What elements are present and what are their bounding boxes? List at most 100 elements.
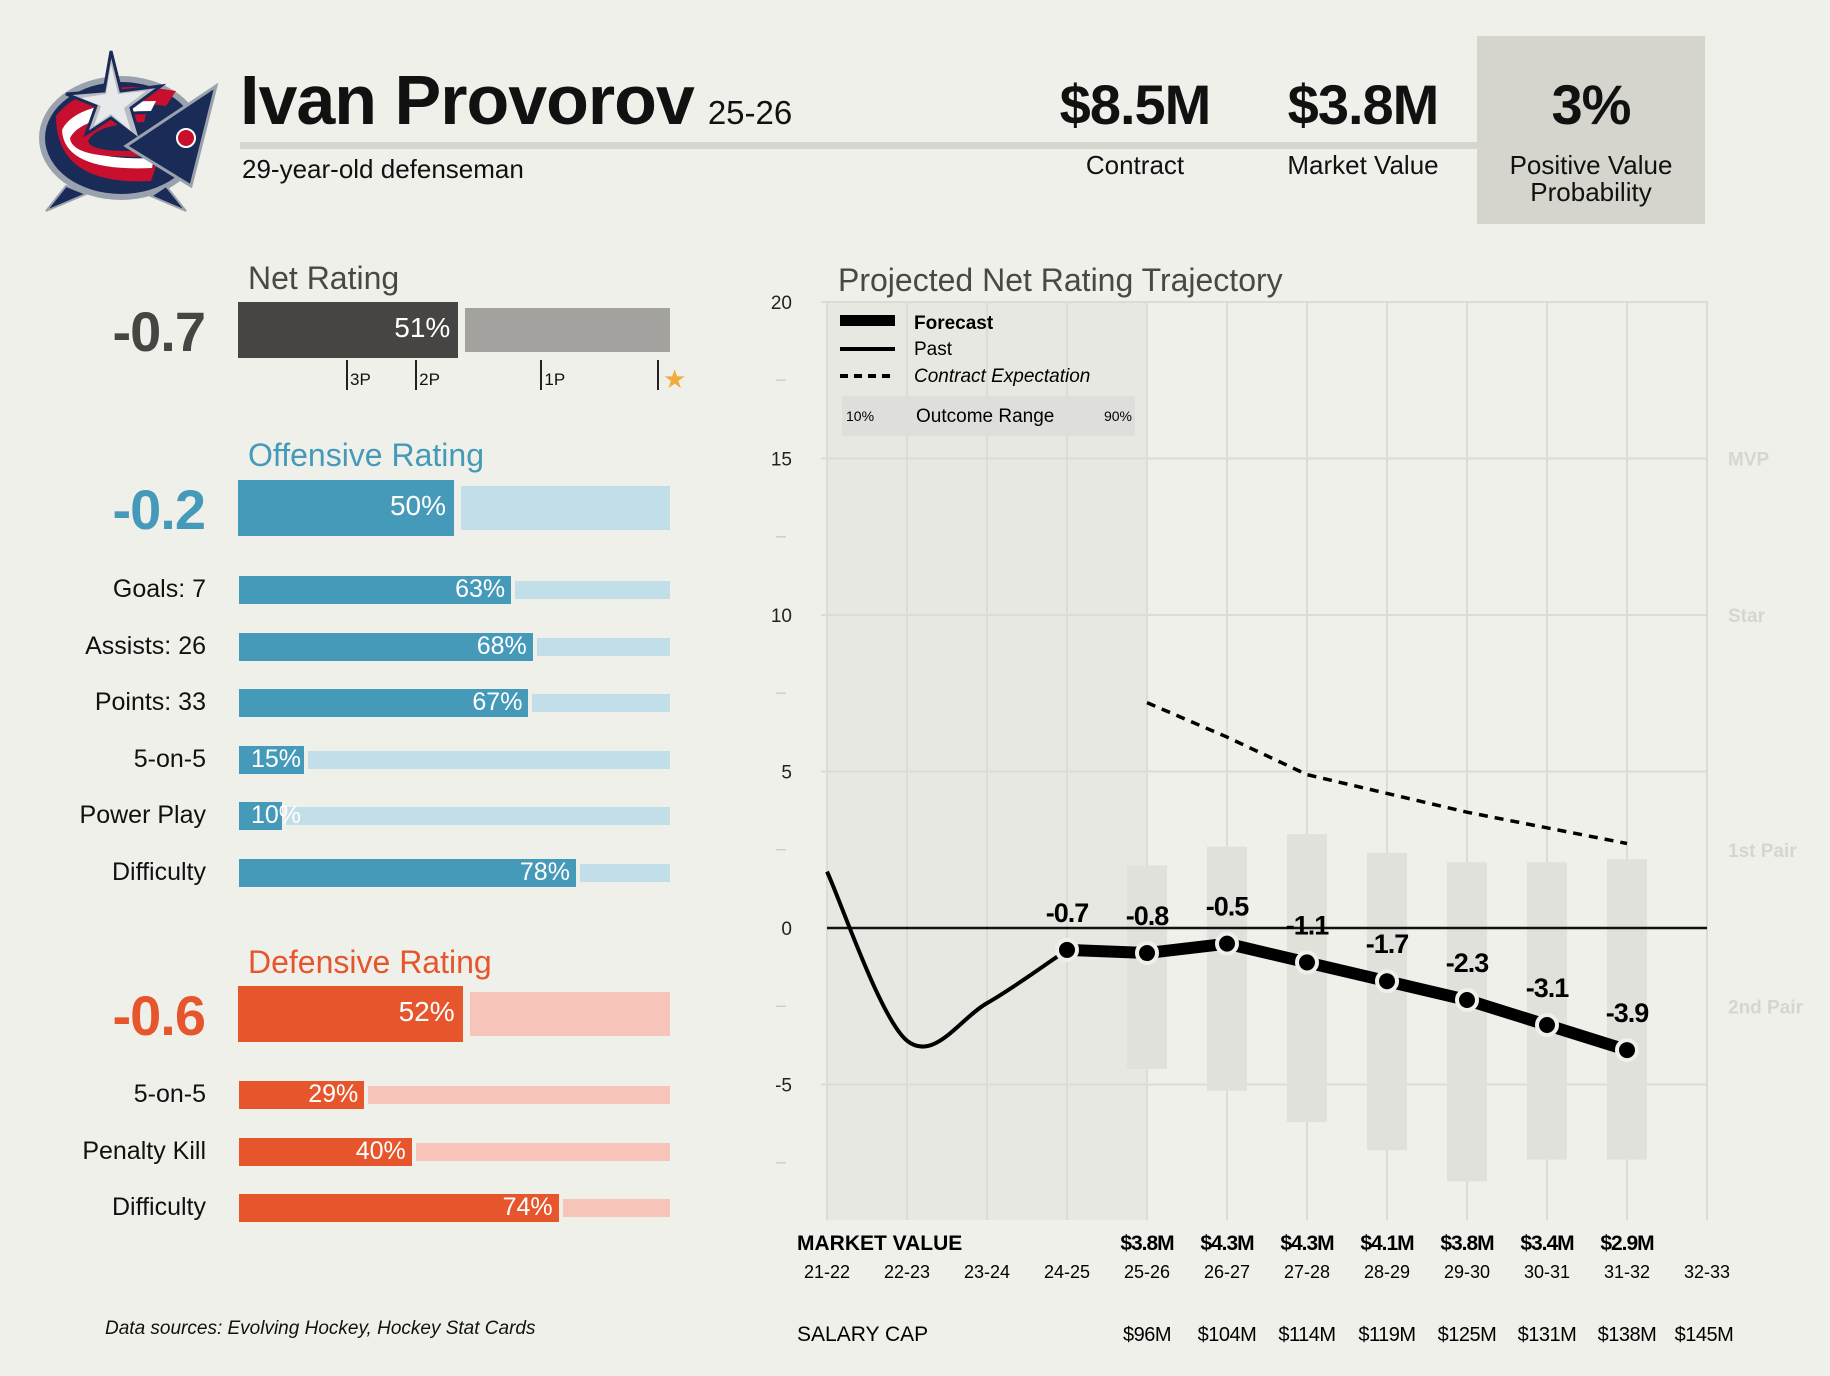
y-tick-label: 20 (771, 293, 792, 314)
salary-cap-cell: $125M (1438, 1324, 1497, 1346)
market-value-cell: $3.4M (1520, 1232, 1574, 1255)
x-tick-label: 31-32 (1604, 1262, 1650, 1282)
offensive-row-bar-percent: 68% (476, 631, 527, 660)
offensive-row-label: Difficulty (111, 857, 206, 886)
defensive-row-bar-percent: 29% (308, 1080, 359, 1108)
forecast-point (1215, 931, 1239, 956)
x-tick-label: 28-29 (1364, 1262, 1410, 1282)
data-sources-note: Data sources: Evolving Hockey, Hockey St… (105, 1318, 536, 1339)
tier-tick-label-2p: 2P (419, 370, 440, 389)
team-logo-icon (39, 50, 219, 212)
net-rating-bar-rest (465, 308, 670, 352)
offensive-rating-value: -0.2 (112, 478, 207, 541)
forecast-value-label: -1.1 (1286, 910, 1330, 940)
market-value-cell: $4.3M (1280, 1232, 1334, 1255)
forecast-point (1375, 969, 1399, 994)
salary-cap-cell: $138M (1598, 1324, 1657, 1346)
offensive-row-bar-fill (239, 689, 529, 717)
defensive-row-bar-fill (239, 1081, 365, 1109)
market-value: $3.8M (1287, 73, 1440, 136)
x-tick-label: 32-33 (1684, 1262, 1730, 1282)
player-subtitle: 29-year-old defenseman (242, 154, 524, 184)
offensive-row-bar-percent: 67% (472, 688, 523, 716)
header-divider (240, 142, 1477, 149)
x-tick-label: 23-24 (964, 1262, 1010, 1282)
outcome-range-bar (1287, 834, 1327, 1123)
contract-label: Contract (1085, 150, 1185, 180)
x-tick-label: 22-23 (884, 1262, 930, 1282)
defensive-row-bar-rest (562, 1199, 670, 1217)
offensive-row-bar-fill (239, 858, 576, 887)
x-tick-label: 26-27 (1204, 1262, 1250, 1282)
market-value-cell: $3.8M (1120, 1232, 1174, 1255)
legend-forecast-label: Forecast (914, 313, 994, 334)
positive-value-label: Positive Value Probability (1476, 152, 1706, 206)
offensive-row-bar-rest (515, 581, 670, 599)
star-icon: ★ (663, 364, 687, 394)
offensive-row-bar-percent: 15% (250, 744, 301, 773)
contract-expectation-line (1146, 701, 1628, 846)
offensive-row-label: Goals: 7 (112, 575, 206, 603)
market-value-cell: $4.1M (1360, 1232, 1414, 1255)
y-tick-label: 10 (771, 606, 792, 627)
net-rating-title: Net Rating (248, 260, 400, 296)
defensive-rating-bar-fill (238, 986, 463, 1042)
x-tick-label: 30-31 (1524, 1262, 1570, 1282)
tier-label: MVP (1728, 450, 1770, 471)
forecast-point (1295, 950, 1319, 975)
tier-label: 2nd Pair (1728, 997, 1804, 1018)
team-logo (39, 50, 219, 212)
tier-tick-mark (657, 360, 660, 390)
defensive-rating-bar-rest (469, 992, 670, 1036)
market-value-cell: $4.3M (1200, 1232, 1254, 1255)
defensive-row-label: Penalty Kill (82, 1136, 206, 1165)
offensive-row-bar-fill (239, 745, 304, 774)
outcome-range-bar (1527, 862, 1567, 1160)
defensive-row-bar-percent: 40% (355, 1136, 406, 1165)
offensive-row-bar-percent: 78% (519, 857, 570, 886)
y-tick-label: -5 (775, 1076, 792, 1097)
outcome-range-bar (1207, 846, 1247, 1091)
offensive-row-label: 5-on-5 (133, 744, 206, 773)
positive-value-label-line1: Positive Value (1509, 150, 1673, 180)
player-name: Ivan Provorov 25-26 (240, 58, 792, 155)
legend-range-swatch (842, 396, 1135, 436)
salary-cap-cell: $131M (1518, 1324, 1577, 1346)
offensive-row-bar-percent: 63% (455, 575, 506, 603)
offensive-rating-bar-percent: 50% (389, 490, 446, 521)
salary-cap-cell: $119M (1358, 1324, 1415, 1346)
forecast-value-label: -3.1 (1526, 973, 1570, 1003)
forecast-point (1615, 1038, 1639, 1063)
offensive-row-bar-percent: 10% (250, 801, 301, 829)
salary-cap-cell: $96M (1123, 1324, 1171, 1346)
forecast-point (1135, 941, 1159, 966)
offensive-row-bar-fill (239, 632, 533, 661)
offensive-rating-bar-fill (238, 480, 454, 536)
x-tick-label: 21-22 (804, 1262, 850, 1282)
defensive-row-bar-fill (239, 1194, 559, 1222)
defensive-rating-value: -0.6 (112, 984, 207, 1047)
y-tick-label: 0 (781, 919, 792, 940)
x-tick-label: 27-28 (1284, 1262, 1330, 1282)
x-tick-label: 24-25 (1044, 1262, 1090, 1282)
offensive-row-bar-rest (307, 750, 670, 769)
tier-tick-label-3p: 3P (350, 370, 371, 389)
offensive-row-bar-fill (239, 802, 283, 830)
outcome-range-bar (1607, 859, 1647, 1160)
outcome-range-bar (1367, 852, 1407, 1151)
forecast-line (1066, 937, 1629, 1056)
outcome-range-bar (1447, 862, 1487, 1182)
legend-range-label: Outcome Range (916, 406, 1054, 427)
tier-tick-mark (415, 360, 418, 390)
forecast-value-label: -0.8 (1126, 901, 1170, 931)
past-line (825, 870, 1069, 1049)
defensive-row-label: Difficulty (111, 1193, 206, 1221)
season-label: 25-26 (707, 94, 793, 131)
legend-forecast-swatch (840, 315, 895, 326)
defensive-row-bar-fill (239, 1137, 412, 1166)
defensive-rating-title: Defensive Rating (248, 944, 492, 980)
legend-range-low: 10% (846, 408, 874, 424)
tier-tick-mark (540, 360, 543, 390)
tier-label: Star (1728, 606, 1766, 627)
